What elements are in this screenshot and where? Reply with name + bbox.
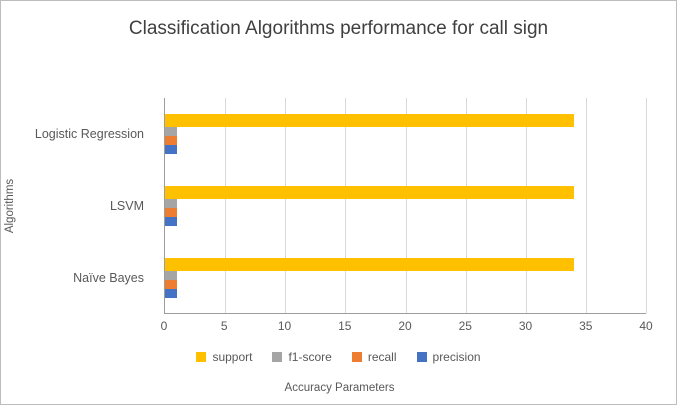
x-axis-tick-row: 0 5 10 15 20 25 30 35 40 — [160, 319, 653, 335]
precision-bar — [165, 145, 178, 154]
category-label: LSVM — [109, 199, 144, 213]
x-tick-label: 30 — [518, 319, 533, 333]
legend-item-f1-score: f1-score — [272, 350, 332, 364]
bar-group — [165, 98, 646, 170]
f1-score-bar — [165, 199, 178, 208]
legend-label: recall — [367, 350, 397, 364]
bar-group — [165, 170, 646, 242]
bar-group — [165, 242, 646, 314]
support-bar — [165, 186, 574, 199]
x-tick-label: 0 — [160, 319, 168, 333]
gridline — [465, 98, 467, 313]
gridline — [646, 98, 647, 313]
legend-item-precision: precision — [416, 350, 481, 364]
x-tick-label: 35 — [579, 319, 593, 333]
gridline — [525, 98, 527, 313]
gridline — [285, 98, 287, 313]
legend-swatch — [416, 352, 427, 362]
x-tick-label: 15 — [338, 319, 352, 333]
legend-swatch — [351, 352, 362, 362]
x-tick-label: 25 — [458, 319, 472, 333]
legend-label: precision — [432, 350, 481, 364]
x-tick-label: 20 — [398, 319, 412, 333]
recall-bar — [165, 136, 178, 145]
precision-bar — [165, 289, 178, 298]
legend-item-support: support — [196, 350, 252, 364]
legend-label: support — [212, 350, 253, 364]
f1-score-bar — [165, 271, 178, 280]
legend-swatch — [272, 352, 283, 362]
recall-bar — [165, 280, 178, 289]
precision-bar — [165, 217, 178, 226]
legend: support f1-score recall precision — [1, 350, 676, 364]
x-tick-label: 40 — [639, 319, 653, 333]
x-axis-title: Accuracy Parameters — [284, 382, 395, 394]
f1-score-bar — [165, 127, 178, 136]
category-axis-labels: Logistic Regression LSVM Naïve Bayes — [1, 98, 154, 314]
support-bar — [165, 258, 574, 271]
legend-swatch — [196, 352, 207, 362]
support-bar — [165, 114, 574, 127]
category-label: Logistic Regression — [34, 127, 144, 141]
category-label: Naïve Bayes — [73, 271, 144, 285]
x-tick-label: 10 — [277, 319, 292, 333]
gridline — [585, 98, 587, 313]
chart-title: Classification Algorithms performance fo… — [128, 18, 549, 39]
gridline — [345, 98, 347, 313]
legend-label: f1-score — [288, 350, 332, 364]
plot-area — [164, 98, 647, 314]
x-tick-label: 5 — [220, 319, 228, 333]
gridline — [225, 98, 227, 313]
gridline — [405, 98, 407, 313]
recall-bar — [165, 208, 178, 217]
legend-item-recall: recall — [351, 350, 397, 364]
